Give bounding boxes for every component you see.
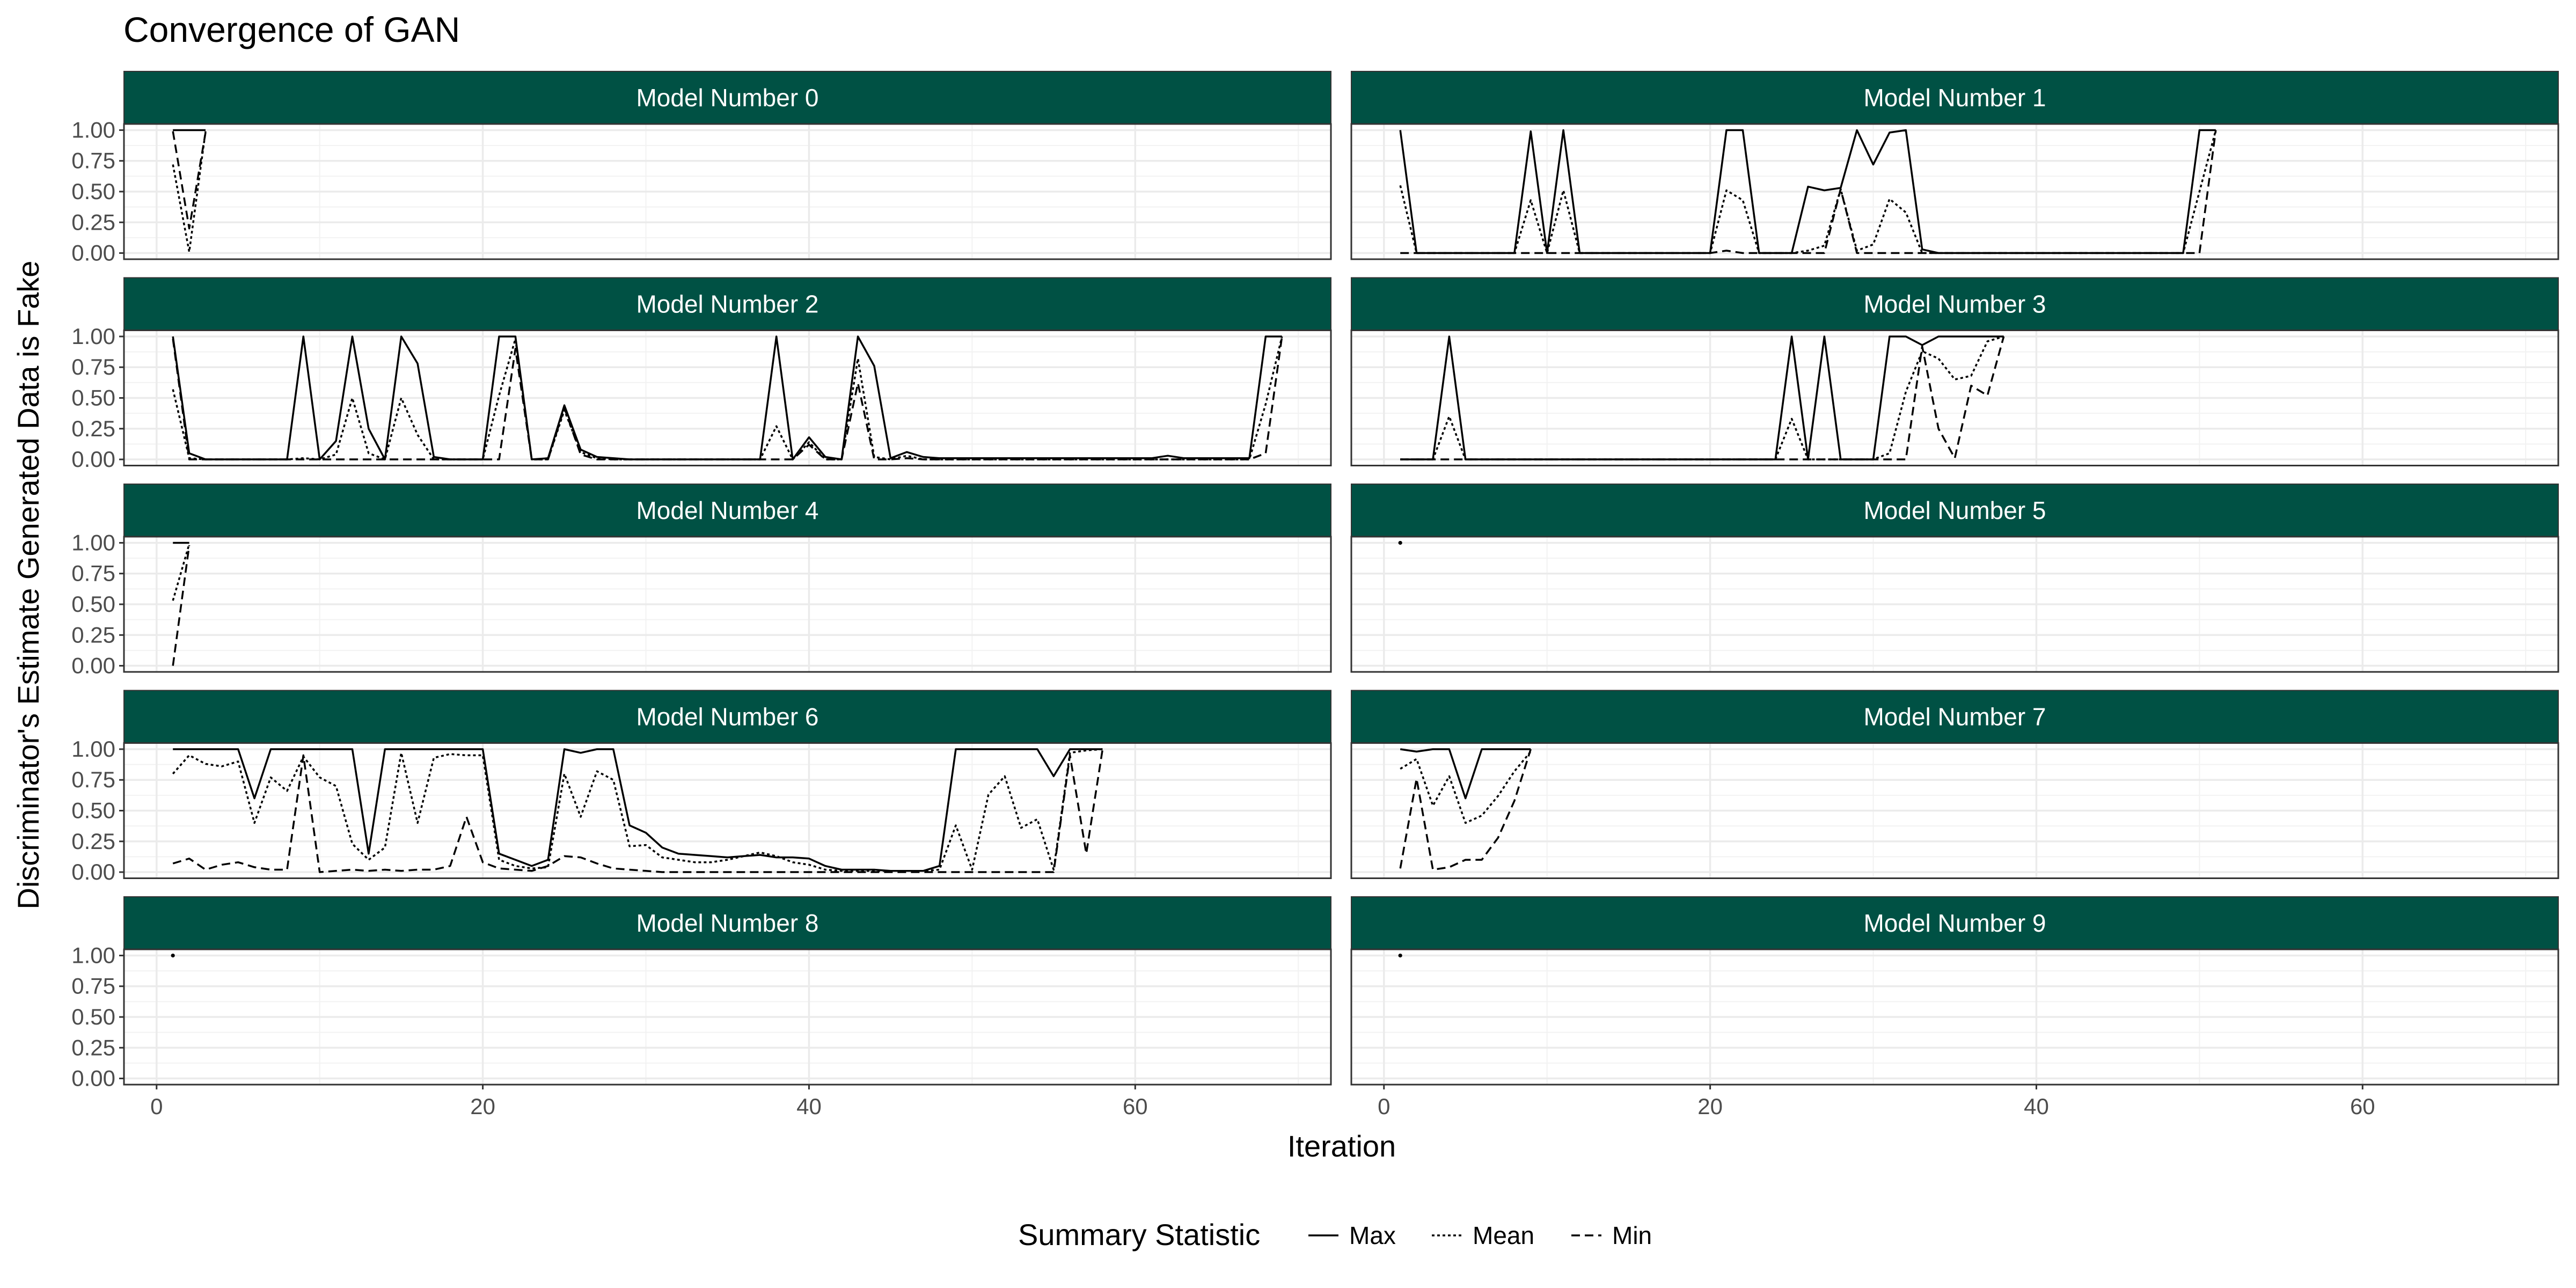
facet-strip-label: Model Number 6: [636, 703, 818, 731]
facet-strip: [1351, 277, 2559, 331]
y-tick-label: 0.50: [71, 591, 115, 617]
y-tick-label: 0.00: [71, 859, 115, 884]
y-tick-label: 0.75: [71, 974, 115, 999]
facet-panel: Model Number 7: [1350, 690, 2559, 879]
y-tick-label: 0.75: [71, 148, 115, 173]
y-tick-label: 1.00: [71, 324, 115, 349]
y-tick-label: 0.25: [71, 1035, 115, 1060]
y-tick-label: 0.50: [71, 179, 115, 204]
facet-strip-label: Model Number 5: [1863, 496, 2046, 524]
series-line-min: [1400, 336, 2005, 460]
y-tick-label: 0.50: [71, 798, 115, 823]
x-tick-label: 40: [2024, 1094, 2049, 1119]
facet-panel: Model Number 4 0.00 0.25 0.50 0.75 1.00: [71, 484, 1332, 678]
series-line-max: [1400, 748, 1531, 800]
facet-panel: Model Number 5: [1350, 484, 2559, 673]
panel-border: [1350, 330, 2559, 466]
facet-panel: Model Number 8 0.00 0.25 0.50 0.75 1.00 0 20 40 6…: [71, 896, 1332, 1119]
facet-panels: Model Number 00.000.250.500.751.00Model …: [71, 71, 2559, 1119]
legend-label-min: Min: [1612, 1221, 1652, 1249]
facet-strip: [1351, 690, 2559, 744]
series-point-min: [1398, 540, 1402, 545]
y-tick-label: 0.00: [71, 653, 115, 678]
facet-strip-label: Model Number 1: [1863, 84, 2046, 112]
facet-strip-label: Model Number 2: [636, 290, 818, 318]
series-line-mean: [1400, 751, 1532, 824]
legend: Summary Statistic Max Mean Min: [1018, 1218, 1652, 1252]
y-tick-label: 0.00: [71, 447, 115, 472]
legend-title: Summary Statistic: [1018, 1218, 1260, 1252]
panel-border: [1350, 742, 2559, 879]
facet-panel: Model Number 9 0 20 40 60: [1350, 896, 2559, 1119]
y-tick-label: 1.00: [71, 736, 115, 762]
facet-strip: [1351, 896, 2559, 950]
y-tick-label: 0.25: [71, 622, 115, 647]
legend-label-mean: Mean: [1473, 1221, 1534, 1249]
y-tick-label: 0.75: [71, 561, 115, 586]
facet-strip: [123, 690, 1331, 744]
panel-border: [1350, 948, 2559, 1086]
legend-label-max: Max: [1349, 1221, 1396, 1249]
series-line-min: [172, 336, 1283, 460]
panel-border: [1350, 536, 2559, 673]
x-axis-title: Iteration: [1287, 1129, 1396, 1163]
facet-strip: [123, 484, 1331, 537]
x-tick-label: 20: [470, 1094, 495, 1119]
facet-panel: Model Number 2 0.00 0.25 0.50 0.75 1.00: [71, 277, 1332, 472]
x-tick-label: 40: [796, 1094, 822, 1119]
y-tick-label: 0.25: [71, 209, 115, 235]
series-line-min: [1399, 749, 1532, 871]
y-tick-label: 0.00: [71, 1066, 115, 1091]
facet-strip-label: Model Number 7: [1863, 703, 2046, 731]
x-tick-label: 0: [150, 1094, 163, 1119]
y-tick-label: 0.50: [71, 385, 115, 411]
x-tick-label: 60: [1123, 1094, 1148, 1119]
facet-strip-label: Model Number 0: [636, 84, 818, 112]
y-tick-label: 1.00: [71, 942, 115, 968]
facet-strip: [123, 896, 1331, 950]
y-tick-label: 0.75: [71, 767, 115, 792]
facet-strip: [123, 71, 1331, 125]
y-tick-label: 0.50: [71, 1004, 115, 1029]
series-line-min: [1400, 130, 2217, 254]
series-line-min: [172, 131, 207, 230]
facet-strip-label: Model Number 4: [636, 496, 818, 524]
facet-panel: Model Number 6 0.00 0.25 0.50 0.75 1.00: [71, 690, 1332, 884]
y-tick-label: 0.25: [71, 416, 115, 441]
x-tick-label: 0: [1378, 1094, 1390, 1119]
chart-title: Convergence of GAN: [123, 10, 460, 49]
y-tick-label: 0.75: [71, 354, 115, 379]
facet-panel: Model Number 3: [1350, 277, 2559, 466]
y-tick-label: 1.00: [71, 530, 115, 555]
facet-strip-label: Model Number 3: [1863, 290, 2046, 318]
series-line-min: [172, 545, 191, 666]
facet-strip: [1351, 71, 2559, 125]
x-tick-label: 20: [1697, 1094, 1723, 1119]
series-point-min: [1398, 953, 1402, 957]
y-tick-label: 0.25: [71, 829, 115, 854]
series-line-min: [172, 749, 1104, 873]
y-tick-label: 0.00: [71, 240, 115, 266]
y-axis-title: Discriminator's Estimate Generated Data …: [11, 261, 45, 910]
facet-strip-label: Model Number 8: [636, 909, 818, 937]
facet-strip-label: Model Number 9: [1863, 909, 2046, 937]
x-tick-label: 60: [2350, 1094, 2375, 1119]
series-line-max: [173, 748, 1103, 872]
facet-panel: Model Number 0 0.00 0.25 0.50 0.75 1.00: [71, 71, 1332, 266]
facet-panel: Model Number 1: [1350, 71, 2559, 260]
y-tick-label: 1.00: [71, 117, 115, 142]
series-point-min: [171, 953, 175, 957]
panel-border: [1350, 123, 2559, 260]
facet-strip: [123, 277, 1331, 331]
facet-strip: [1351, 484, 2559, 537]
series-line-mean: [172, 544, 191, 601]
